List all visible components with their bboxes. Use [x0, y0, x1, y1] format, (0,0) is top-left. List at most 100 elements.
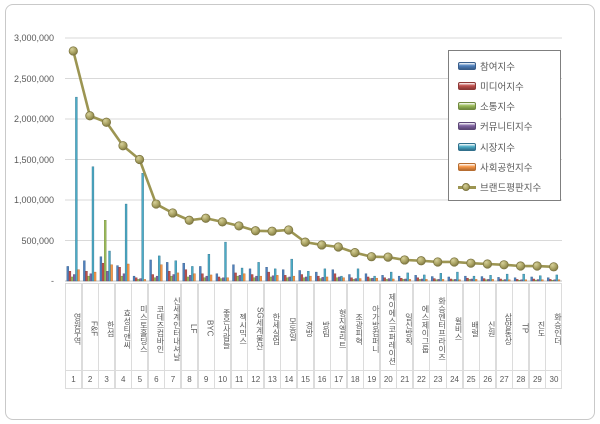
bar-소통지수-28: [518, 279, 521, 282]
bar-커뮤니티지수-28: [520, 279, 523, 282]
bar-사회공헌지수-27: [508, 279, 511, 282]
bar-시장지수-5: [141, 173, 144, 282]
bar-참여지수-1: [66, 266, 69, 282]
bar-미디어지수-27: [499, 278, 502, 282]
bar-참여지수-10: [215, 273, 219, 282]
bar-시장지수-18: [356, 268, 360, 282]
category-rank-27: 27: [495, 370, 513, 389]
brand-index-marker-15: [300, 237, 310, 247]
category-rank-6: 6: [147, 370, 165, 389]
category-rank-3: 3: [98, 370, 116, 389]
bar-미디어지수-14: [284, 275, 287, 282]
bar-시장지수-29: [539, 275, 542, 282]
brand-index-marker-6: [151, 199, 161, 209]
category-label-21: 일신방직: [396, 283, 414, 371]
category-rank-11: 11: [230, 370, 248, 389]
brand-index-marker-24: [449, 257, 459, 267]
bar-참여지수-3: [99, 256, 103, 282]
y-tick-label: 2,500,000: [13, 73, 54, 84]
category-label-19: 아가방컴퍼니: [363, 283, 381, 371]
category-label-11: 젝시믹스: [230, 283, 248, 371]
category-rank-8: 8: [180, 370, 199, 389]
y-tick-label: -: [51, 276, 54, 286]
legend-swatch-icon: [458, 102, 476, 111]
bar-참여지수-21: [397, 275, 401, 282]
bar-커뮤니티지수-26: [487, 279, 490, 282]
bar-커뮤니티지수-3: [106, 271, 109, 282]
category-label-20: 제이에스코퍼레이션: [379, 283, 397, 371]
bar-시장지수-15: [307, 271, 310, 282]
legend-item-미디어지수: 미디어지수: [458, 78, 554, 93]
bar-시장지수-27: [505, 273, 509, 282]
bar-미디어지수-25: [466, 277, 469, 282]
bar-미디어지수-13: [267, 271, 270, 282]
category-label-6: 코데즈컴바인: [147, 283, 165, 371]
bar-사회공헌지수-6: [160, 264, 163, 282]
bar-참여지수-27: [497, 277, 500, 282]
bar-소통지수-24: [451, 279, 455, 282]
legend-label: 시장지수: [480, 142, 515, 154]
category-label-25: 배럴: [462, 283, 480, 371]
bar-참여지수-22: [414, 275, 417, 282]
bar-소통지수-26: [485, 279, 488, 282]
bar-미디어지수-5: [135, 277, 138, 282]
bar-소통지수-13: [269, 276, 273, 282]
category-label-23: 화승엔터프라이즈: [429, 283, 447, 371]
bar-커뮤니티지수-13: [271, 275, 275, 282]
category-rank-29: 29: [528, 370, 546, 389]
bar-참여지수-15: [298, 270, 301, 282]
bar-미디어지수-18: [350, 277, 353, 282]
bar-소통지수-29: [534, 279, 538, 282]
bar-미디어지수-17: [333, 273, 337, 282]
category-rank-23: 23: [429, 370, 447, 389]
bar-시장지수-26: [489, 275, 492, 282]
bar-사회공헌지수-19: [375, 277, 378, 282]
bar-시장지수-11: [240, 267, 244, 282]
legend-label: 사회공헌지수: [480, 163, 533, 175]
category-label-22: 에스제이그룹: [412, 283, 430, 371]
bar-커뮤니티지수-2: [89, 273, 92, 282]
bar-커뮤니티지수-25: [470, 278, 473, 282]
bar-소통지수-21: [402, 279, 405, 282]
bar-커뮤니티지수-23: [437, 279, 440, 282]
bar-참여지수-5: [132, 275, 136, 282]
legend-swatch-icon: [458, 61, 476, 70]
bar-사회공헌지수-25: [474, 279, 478, 282]
bar-시장지수-1: [75, 96, 78, 282]
brand-index-marker-23: [433, 257, 443, 267]
legend-label: 미디어지수: [480, 81, 524, 93]
bar-시장지수-22: [423, 274, 426, 282]
bar-커뮤니티지수-19: [371, 277, 374, 282]
category-label-29: 진도: [528, 283, 546, 371]
bar-사회공헌지수-9: [209, 274, 213, 282]
bar-사회공헌지수-30: [557, 279, 561, 282]
bar-참여지수-6: [149, 259, 152, 282]
brand-index-marker-11: [234, 221, 244, 231]
bar-참여지수-13: [265, 267, 268, 282]
bar-참여지수-4: [116, 265, 119, 282]
bar-시장지수-17: [340, 275, 343, 282]
bar-시장지수-30: [555, 274, 558, 282]
category-label-16: 방림: [313, 283, 331, 371]
bar-참여지수-8: [182, 262, 185, 282]
bar-사회공헌지수-20: [392, 278, 395, 282]
category-label-14: 모동일: [280, 283, 298, 371]
bar-미디어지수-8: [184, 269, 188, 282]
category-rank-13: 13: [263, 370, 281, 389]
category-rank-9: 9: [197, 370, 215, 389]
bar-참여지수-30: [547, 277, 550, 282]
bar-시장지수-3: [108, 250, 111, 282]
bar-사회공헌지수-28: [524, 279, 527, 282]
legend-label: 커뮤니티지수: [480, 122, 533, 134]
bar-미디어지수-16: [317, 275, 320, 282]
bar-커뮤니티지수-6: [155, 275, 159, 282]
bar-커뮤니티지수-15: [305, 276, 308, 282]
bar-사회공헌지수-10: [226, 277, 229, 282]
legend-item-소통지수: 소통지수: [458, 99, 554, 114]
bar-시장지수-16: [323, 268, 327, 282]
category-label-24: 윌비스: [446, 283, 464, 371]
bar-참여지수-12: [248, 268, 252, 282]
brand-index-marker-25: [466, 258, 476, 268]
category-label-28: TP: [512, 283, 530, 371]
bar-커뮤니티지수-30: [553, 279, 556, 282]
